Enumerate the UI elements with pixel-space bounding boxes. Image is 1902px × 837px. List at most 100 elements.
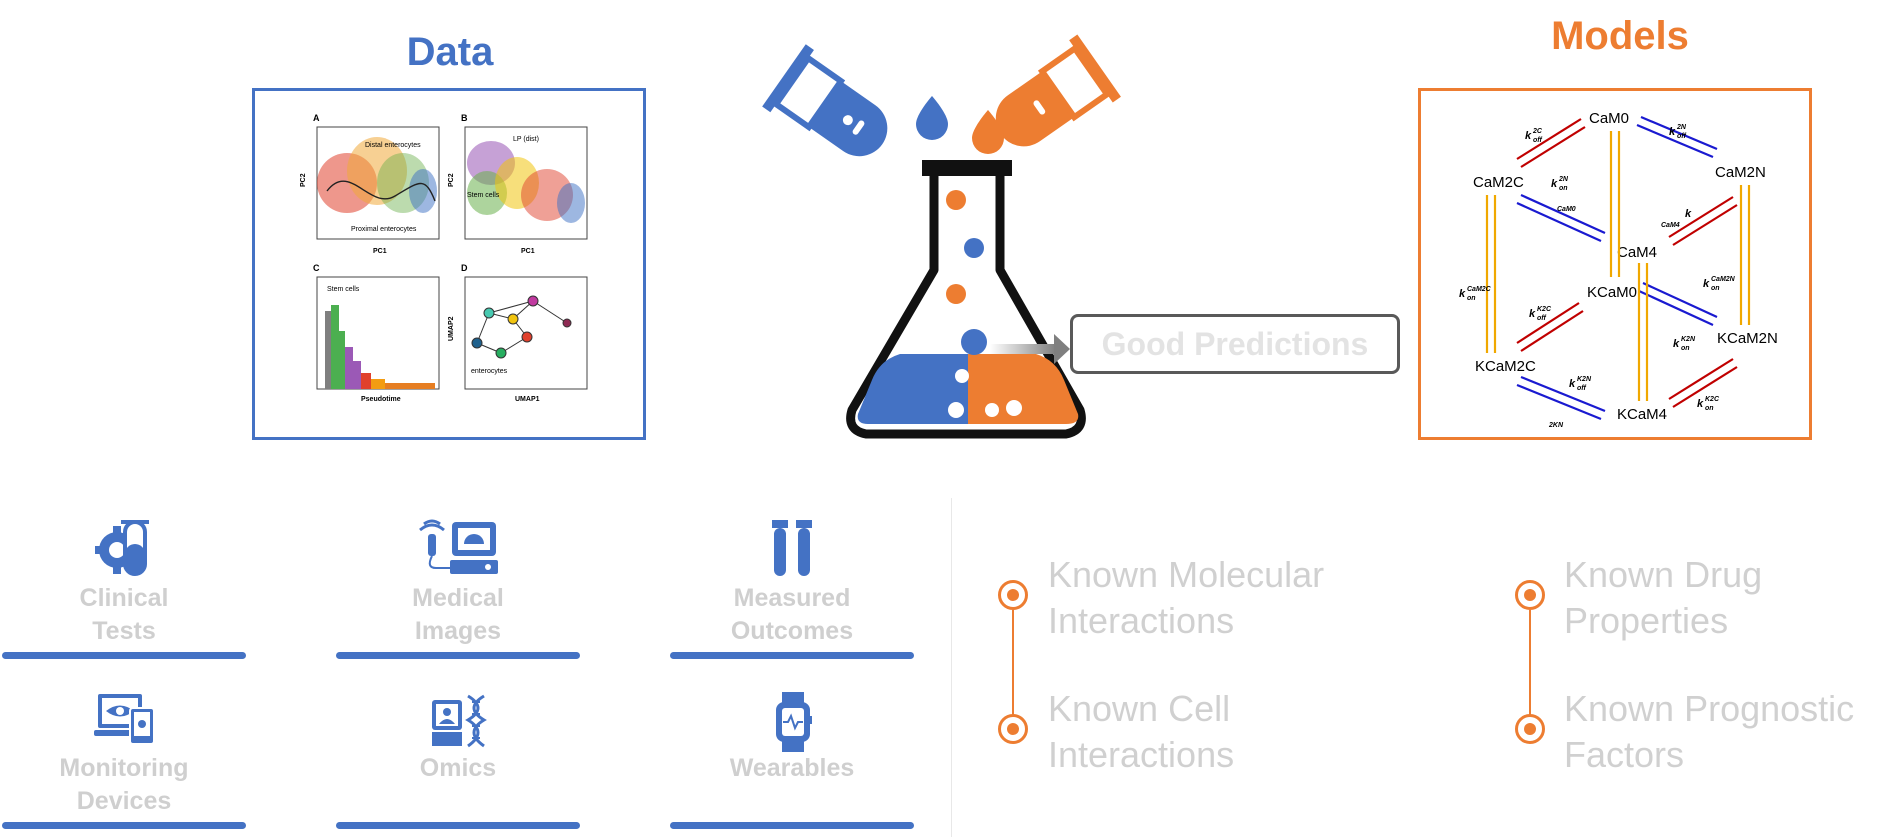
knowledge-node-molecular (998, 580, 1028, 610)
flask-icon (846, 160, 1086, 439)
panel-c-histogram (325, 305, 435, 389)
rate-k6: k (1703, 278, 1710, 290)
measured-outcomes-underline (670, 652, 914, 659)
state-kcam0: KCaM0 (1587, 284, 1637, 301)
knowledge-node-drug (1515, 580, 1545, 610)
clinical-tests-label-2: Tests (92, 617, 156, 645)
panel-a-xlabel: PC1 (373, 248, 387, 255)
panel-a-label-bottom: Proximal enterocytes (351, 226, 417, 233)
known-drug-properties: Known Drug Properties (1564, 552, 1762, 644)
data-title: Data (406, 30, 494, 74)
panel-d-letter: D (461, 263, 468, 273)
state-kcam4: KCaM4 (1617, 406, 1667, 423)
models-title: Models (1551, 14, 1689, 58)
omics-underline (336, 822, 580, 829)
blue-test-tube-icon (762, 44, 888, 157)
known-cell-interactions: Known Cell Interactions (1048, 686, 1234, 778)
medical-images-label-2: Images (414, 617, 502, 645)
rate-sub-on1: on (1559, 185, 1568, 192)
data-figure-panel: A Distal enterocytes Proximal enterocyte… (252, 88, 646, 440)
rate-k4: k (1685, 208, 1692, 220)
rate-k7: k (1529, 308, 1536, 320)
state-cam4: CaM4 (1617, 244, 1657, 261)
known-prognostic-factors: Known Prognostic Factors (1564, 686, 1854, 778)
rate-sub-on4: on (1681, 345, 1690, 352)
wearables-icon (774, 692, 812, 757)
rate-k2: k (1669, 126, 1676, 138)
model-figure: CaM0 CaM2C CaM2N CaM4 KCaM0 KCaM2C KCaM2… (1459, 110, 1778, 429)
panel-a-scatter (317, 137, 437, 213)
rate-sup-cam2c: CaM2C (1467, 286, 1492, 293)
wearables-label-1: Wearables (729, 754, 855, 782)
wearables-underline (670, 822, 914, 829)
rate-sub-on3: on (1711, 285, 1720, 292)
state-cam2n: CaM2N (1715, 164, 1766, 181)
prediction-arrow-icon (990, 334, 1070, 364)
rate-sub-on2: on (1467, 295, 1476, 302)
medical-images-label-1: Medical (412, 584, 504, 612)
panel-b-xlabel: PC1 (521, 248, 535, 255)
rate-k9: k (1569, 378, 1576, 390)
state-kcam2c: KCaM2C (1475, 358, 1536, 375)
red-arrows (1516, 118, 1738, 408)
rate-sup-cam4: CaM4 (1661, 222, 1680, 229)
known-cell-line2: Interactions (1048, 734, 1235, 775)
rate-sup-cam0: CaM0 (1557, 206, 1576, 213)
section-divider (951, 498, 952, 837)
panel-b-lp: LP (dist) (513, 136, 539, 143)
medical-images-underline (336, 652, 580, 659)
measured-outcomes-label-1: Measured (733, 584, 851, 612)
knowledge-node-prognostic (1515, 714, 1545, 744)
rate-k5: k (1459, 288, 1466, 300)
gold-arrows (1485, 131, 1751, 401)
panel-b-letter: B (461, 113, 468, 123)
panel-b-scatter (467, 141, 585, 223)
medical-images-icon (416, 518, 500, 583)
omics-label-1: Omics (419, 754, 497, 782)
known-prognostic-line1: Known Prognostic (1564, 688, 1855, 729)
panel-a-label-top: Distal enterocytes (365, 142, 421, 149)
omics-icon (432, 694, 488, 753)
rate-sub-off1: off (1533, 137, 1542, 144)
clinical-tests-icon (95, 518, 153, 583)
clinical-tests-item: Clinical Tests (2, 582, 246, 648)
rate-sup-k2c: K2C (1537, 306, 1552, 313)
known-molecular-line1: Known Molecular (1048, 554, 1325, 595)
panel-a-letter: A (313, 113, 320, 123)
rate-sup-k2n: K2N (1681, 336, 1696, 343)
medical-images-item: Medical Images (336, 582, 580, 648)
rate-sub-off2: off (1677, 133, 1686, 140)
known-molecular-interactions: Known Molecular Interactions (1048, 552, 1324, 644)
rate-labels: k k k k k k k k k k (1459, 126, 1710, 410)
monitoring-devices-item: Monitoring Devices (2, 752, 246, 818)
rate-sup-2kn: 2KN (1548, 422, 1564, 429)
state-cam0: CaM0 (1589, 110, 1629, 127)
panel-c-xlabel: Pseudotime (361, 396, 401, 403)
panel-a-ylabel: PC2 (300, 173, 307, 187)
omics-item: Omics (336, 752, 580, 785)
rate-k10: k (1697, 398, 1704, 410)
rate-k8: k (1673, 338, 1680, 350)
panel-d-label: enterocytes (471, 368, 508, 375)
known-cell-line1: Known Cell (1048, 688, 1231, 729)
rate-sup-2n-b: 2N (1558, 176, 1569, 183)
model-figure-panel: CaM0 CaM2C CaM2N CaM4 KCaM0 KCaM2C KCaM2… (1418, 88, 1812, 440)
good-predictions-label: Good Predictions (1101, 325, 1369, 362)
monitoring-devices-label-2: Devices (76, 787, 172, 815)
panel-d-graph (471, 295, 572, 359)
rate-sup-k2c-b: K2C (1705, 396, 1720, 403)
measured-outcomes-item: Measured Outcomes (670, 582, 914, 648)
orange-test-tube-icon (995, 34, 1121, 147)
rate-subscripts: off 2C off 2N on 2N on CaM2C on CaM2N of… (1467, 124, 1736, 429)
knowledge-connector-left (1012, 610, 1014, 726)
good-predictions-box: Good Predictions (1070, 314, 1400, 374)
rate-sub-off3: off (1537, 315, 1546, 322)
panel-b-ylabel: PC2 (448, 173, 455, 187)
orange-drop-icon (972, 110, 1004, 154)
monitoring-devices-label-1: Monitoring (59, 754, 189, 782)
monitoring-devices-icon (94, 694, 156, 751)
state-kcam2n: KCaM2N (1717, 330, 1778, 347)
wearables-item: Wearables (670, 752, 914, 785)
known-drug-line2: Properties (1564, 600, 1729, 641)
panel-d-ylabel: UMAP2 (448, 316, 455, 341)
